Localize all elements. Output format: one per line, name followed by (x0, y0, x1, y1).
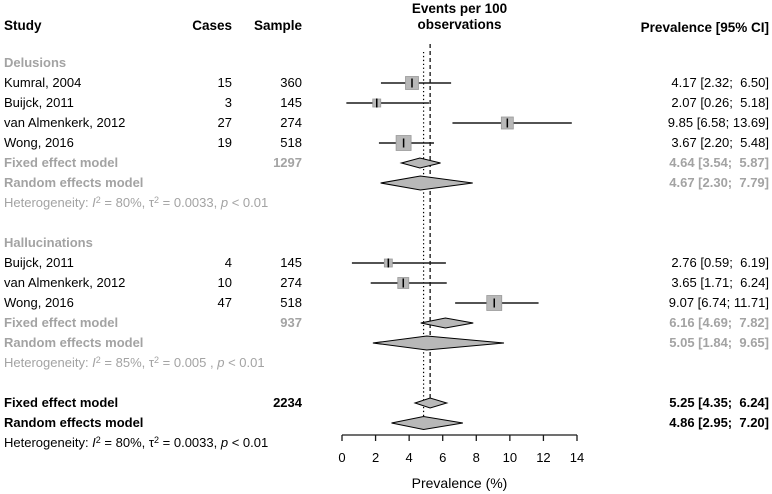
heterogeneity-segment: 2 (154, 195, 160, 205)
summary-diamond-random (380, 175, 473, 191)
sample-value: 2234 (273, 395, 302, 410)
heterogeneity-segment: = 0.005 , (159, 355, 218, 370)
cases-value: 4 (224, 255, 232, 270)
study-label: van Almenkerk, 2012 (4, 115, 126, 130)
model-label: Random effects model (4, 335, 144, 350)
study-label: Buijck, 2011 (4, 95, 74, 110)
column-header-study: Study (4, 18, 42, 33)
column-header-prevalence: Prevalence [95% CI] (640, 20, 769, 35)
column-header-cases: Cases (192, 18, 232, 33)
cases-value: 27 (217, 115, 232, 130)
heterogeneity-segment: 2 (154, 435, 160, 445)
model-label: Fixed effect model (4, 155, 119, 170)
summary-diamond-fixed (420, 317, 474, 329)
heterogeneity-segment: 2 (95, 355, 101, 365)
study-label: Wong, 2016 (4, 295, 74, 310)
heterogeneity-segment: 2 (154, 355, 160, 365)
axis-tick-label: 14 (569, 450, 585, 465)
axis-tick-label: 2 (371, 450, 380, 465)
cases-value: 47 (217, 295, 232, 310)
column-header-events-line2: observations (417, 17, 502, 32)
axis-tick-label: 10 (502, 450, 518, 465)
heterogeneity-segment: Heterogeneity: (4, 355, 93, 370)
ci-value: 3.65 [1.71; 6.24] (671, 275, 769, 290)
ci-value: 4.67 [2.30; 7.79] (669, 175, 769, 190)
heterogeneity-segment: = 0.0033, (159, 435, 221, 450)
sample-value: 518 (280, 135, 302, 150)
ci-value: 2.07 [0.26; 5.18] (671, 95, 769, 110)
column-header-sample: Sample (253, 18, 302, 33)
column-header-events-line1: Events per 100 (411, 1, 508, 16)
ci-value: 4.64 [3.54; 5.87] (669, 155, 769, 170)
group-label: Hallucinations (4, 235, 93, 250)
ci-value: 9.85 [6.58; 13.69] (667, 115, 769, 130)
heterogeneity-segment: 2 (95, 435, 101, 445)
heterogeneity-segment: = 0.0033, (159, 195, 221, 210)
x-axis-title: Prevalence (%) (411, 475, 508, 491)
study-label: Kumral, 2004 (4, 75, 82, 90)
model-label: Fixed effect model (4, 395, 119, 410)
heterogeneity-segment: < 0.01 (228, 195, 269, 210)
summary-diamond-overall_fixed (413, 397, 449, 409)
ci-value: 9.07 [6.74; 11.71] (668, 295, 769, 310)
heterogeneity-segment: < 0.01 (224, 355, 265, 370)
ci-value: 4.86 [2.95; 7.20] (669, 415, 769, 430)
summary-diamond-fixed (399, 157, 441, 169)
heterogeneity-segment: 2 (95, 195, 101, 205)
cases-value: 19 (217, 135, 232, 150)
sample-value: 145 (280, 255, 302, 270)
study-label: van Almenkerk, 2012 (4, 275, 126, 290)
summary-diamond-random (372, 335, 505, 351)
heterogeneity-text: Heterogeneity: I2 = 80%, τ2 = 0.0033, p … (4, 193, 268, 213)
axis-tick-label: 12 (536, 450, 551, 465)
sample-value: 274 (280, 275, 302, 290)
heterogeneity-segment: Heterogeneity: (4, 435, 93, 450)
ci-value: 3.67 [2.20; 5.48] (671, 135, 769, 150)
heterogeneity-segment: I (92, 435, 96, 450)
sample-value: 1297 (273, 155, 302, 170)
ci-value: 5.05 [1.84; 9.65] (669, 335, 769, 350)
model-label: Random effects model (4, 175, 144, 190)
sample-value: 518 (280, 295, 302, 310)
ci-value: 4.17 [2.32; 6.50] (671, 75, 769, 90)
heterogeneity-segment: p (217, 355, 225, 370)
group-label: Delusions (4, 55, 67, 70)
cases-value: 10 (217, 275, 232, 290)
summary-diamond-overall_random (391, 415, 463, 431)
study-label: Buijck, 2011 (4, 255, 74, 270)
heterogeneity-segment: = 85%, τ (100, 355, 155, 370)
heterogeneity-segment: p (220, 435, 229, 450)
sample-value: 274 (280, 115, 302, 130)
model-label: Random effects model (4, 415, 144, 430)
axis-tick-label: 8 (472, 450, 480, 465)
heterogeneity-text: Heterogeneity: I2 = 80%, τ2 = 0.0033, p … (4, 433, 268, 453)
sample-value: 937 (280, 315, 302, 330)
heterogeneity-segment: I (92, 195, 96, 210)
sample-value: 360 (280, 75, 302, 90)
heterogeneity-segment: p (220, 195, 229, 210)
heterogeneity-segment: = 80%, τ (100, 435, 155, 450)
heterogeneity-text: Heterogeneity: I2 = 85%, τ2 = 0.005 , p … (4, 353, 265, 373)
axis-tick-label: 6 (439, 450, 447, 465)
ci-value: 2.76 [0.59; 6.19] (671, 255, 769, 270)
heterogeneity-segment: I (92, 355, 96, 370)
cases-value: 3 (224, 95, 232, 110)
heterogeneity-segment: Heterogeneity: (4, 195, 93, 210)
heterogeneity-segment: < 0.01 (228, 435, 269, 450)
axis-tick-label: 0 (338, 450, 346, 465)
sample-value: 145 (280, 95, 302, 110)
ci-value: 6.16 [4.69; 7.82] (669, 315, 769, 330)
cases-value: 15 (217, 75, 232, 90)
ci-value: 5.25 [4.35; 6.24] (669, 395, 769, 410)
axis-tick-label: 4 (405, 450, 413, 465)
model-label: Fixed effect model (4, 315, 119, 330)
heterogeneity-segment: = 80%, τ (100, 195, 155, 210)
study-label: Wong, 2016 (4, 135, 74, 150)
